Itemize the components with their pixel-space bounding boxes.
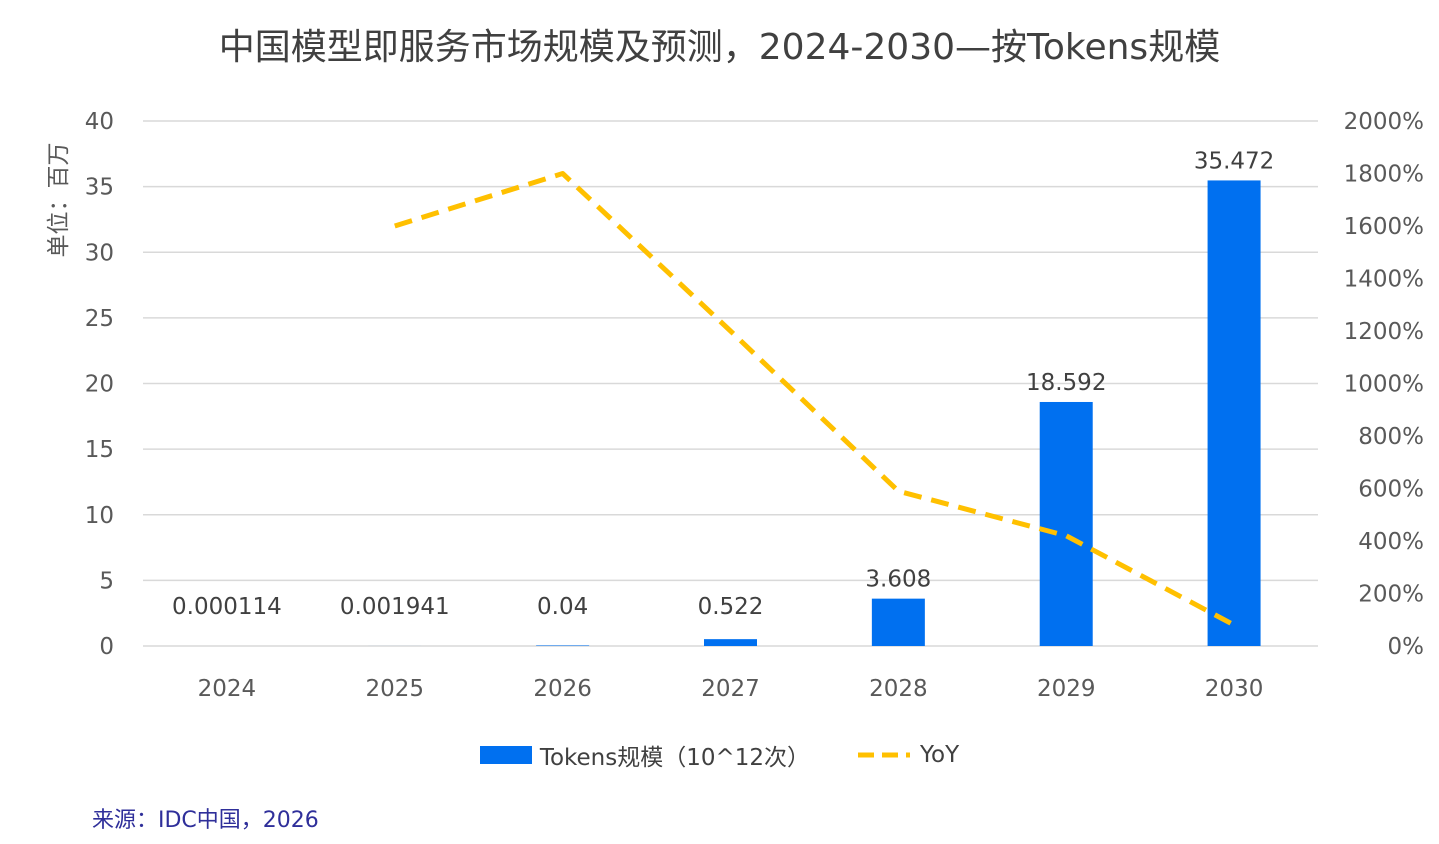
legend-item-bar: Tokens规模（10^12次） [479, 738, 811, 772]
x-tick-label: 2025 [366, 676, 425, 702]
bar-data-label: 0.000114 [172, 594, 282, 620]
axes: 05101520253035400%200%400%600%800%1000%1… [85, 109, 1424, 702]
y-tick-label: 25 [85, 306, 114, 332]
y2-tick-label: 400% [1358, 529, 1424, 555]
y-tick-label: 10 [85, 503, 114, 529]
source-note: 来源：IDC中国，2026 [92, 808, 319, 833]
bar [1039, 401, 1093, 646]
bar-data-label: 0.04 [537, 594, 588, 620]
legend: Tokens规模（10^12次） YoY [0, 738, 1439, 772]
x-tick-label: 2027 [701, 676, 760, 702]
y-tick-label: 40 [85, 109, 114, 135]
y-tick-label: 15 [85, 437, 114, 463]
legend-bar-swatch [479, 746, 532, 764]
x-tick-label: 2024 [198, 676, 257, 702]
y2-tick-label: 1200% [1344, 319, 1424, 345]
chart-title: 中国模型即服务市场规模及预测，2024-2030—按Tokens规模 [218, 27, 1221, 68]
x-tick-label: 2030 [1205, 676, 1264, 702]
bar [1207, 180, 1261, 646]
yoy-series-line [394, 171, 1236, 628]
bar-data-label: 0.522 [698, 594, 764, 620]
y2-tick-label: 800% [1358, 424, 1424, 450]
bar-data-label: 3.608 [865, 567, 931, 593]
y-tick-label: 20 [85, 372, 114, 398]
y2-tick-label: 1400% [1344, 267, 1424, 293]
x-tick-label: 2026 [533, 676, 592, 702]
y-tick-label: 5 [99, 568, 114, 594]
x-tick-label: 2028 [869, 676, 928, 702]
y2-tick-label: 1800% [1344, 162, 1424, 188]
bar [536, 645, 590, 646]
y2-tick-label: 0% [1388, 634, 1425, 660]
legend-item-line: YoY [856, 742, 959, 768]
x-tick-label: 2029 [1037, 676, 1096, 702]
bar-data-label: 0.001941 [340, 594, 450, 620]
bar [704, 639, 757, 646]
y2-tick-label: 2000% [1344, 109, 1424, 135]
gridlines [143, 120, 1318, 647]
y2-tick-label: 600% [1358, 477, 1424, 503]
bar-data-label: 35.472 [1194, 148, 1274, 174]
bars [200, 180, 1261, 646]
y-axis-label: 单位：百万 [46, 143, 72, 258]
legend-bar-label: Tokens规模（10^12次） [539, 745, 811, 771]
legend-line-label: YoY [920, 742, 960, 768]
y-tick-label: 30 [85, 240, 114, 266]
y2-tick-label: 1000% [1344, 372, 1424, 398]
bar [871, 598, 925, 646]
y-tick-label: 0 [99, 634, 114, 660]
data-labels: 0.000114 0.001941 0.04 0.522 3.608 18.592 35.4… [172, 148, 1274, 620]
y-tick-label: 35 [85, 175, 114, 201]
legend-line-swatch [858, 752, 911, 758]
yoy-line [394, 171, 1236, 628]
bar-data-label: 18.592 [1026, 370, 1106, 396]
y2-tick-label: 1600% [1344, 214, 1424, 240]
y2-tick-label: 200% [1358, 582, 1424, 608]
